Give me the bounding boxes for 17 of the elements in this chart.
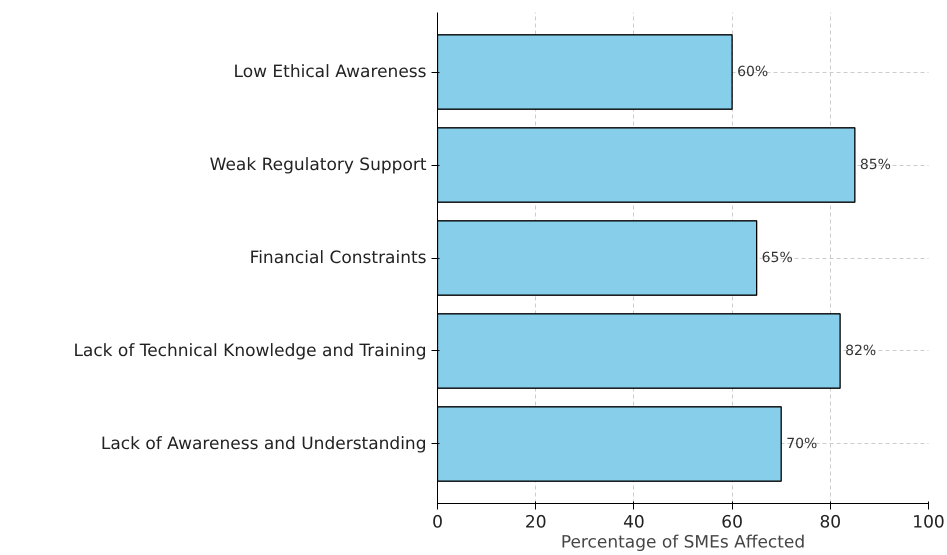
y-tick-label: Lack of Awareness and Understanding [100,434,427,454]
x-tick-label: 60 [721,512,743,532]
data-label: 85% [860,157,891,174]
y-tick-label: Financial Constraints [250,248,427,268]
y-tick-label: Lack of Technical Knowledge and Training [73,340,427,361]
x-tick-label: 0 [432,512,443,532]
x-tick-label: 20 [524,512,547,532]
data-label: 82% [845,342,876,359]
x-tick-label: 100 [912,512,945,532]
data-label: 65% [762,250,793,266]
x-axis-title: Percentage of SMEs Affected [560,532,806,552]
data-label: 70% [786,436,818,452]
data-label: 60% [737,64,768,80]
y-tick-label: Weak Regulatory Support [210,155,427,176]
x-tick-label: 80 [819,512,842,532]
x-tick-label: 40 [623,512,645,532]
y-tick-label: Low Ethical Awareness [234,62,427,82]
